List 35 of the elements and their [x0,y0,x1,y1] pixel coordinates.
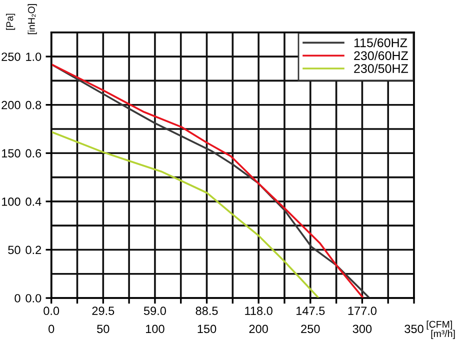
y-tick-label: 50 [8,246,20,254]
x-tick-label: 350 [404,324,424,334]
y2-axis-title: [inH₂O] [28,4,37,34]
x-tick-label: 250 [301,324,320,334]
y2-tick-label: 0.6 [26,149,42,158]
x-axis-title: [m³/h] [431,330,455,339]
y-tick-label: 150 [2,149,20,158]
x-tick-label: 150 [198,324,216,334]
y2-tick-label: 0.0 [26,294,42,302]
x-tick-label: 0 [48,324,54,334]
x2-axis-title: [CFM] [426,320,452,330]
x2-tick-label: 0.0 [44,306,60,316]
y2-tick-label: 0.2 [26,246,42,254]
x2-tick-label: 177.0 [348,306,377,316]
legend-label: 115/60HZ [354,38,408,48]
x-tick-label: 200 [249,324,268,334]
x2-tick-label: 118.0 [245,306,272,316]
y-tick-label: 100 [2,197,20,206]
y-tick-label: 200 [2,100,20,110]
y2-tick-label: 0.4 [26,197,42,206]
x-tick-label: 300 [352,324,372,334]
x-tick-label: 50 [97,324,110,334]
x2-tick-label: 29.5 [92,306,114,316]
y-axis-title: [Pa] [6,14,16,30]
x2-tick-label: 88.5 [196,306,218,316]
x2-tick-label: 147.5 [296,306,325,316]
y-tick-label: 250 [2,52,20,61]
y-tick-label: 0 [14,294,20,302]
x2-tick-label: 59.0 [144,306,166,316]
legend-label: 230/60HZ [354,50,408,60]
legend-label: 230/50HZ [354,64,408,74]
y2-tick-label: 1.0 [26,52,42,61]
x-tick-label: 100 [146,324,164,334]
y2-tick-label: 0.8 [26,100,42,110]
line-series [51,130,320,298]
